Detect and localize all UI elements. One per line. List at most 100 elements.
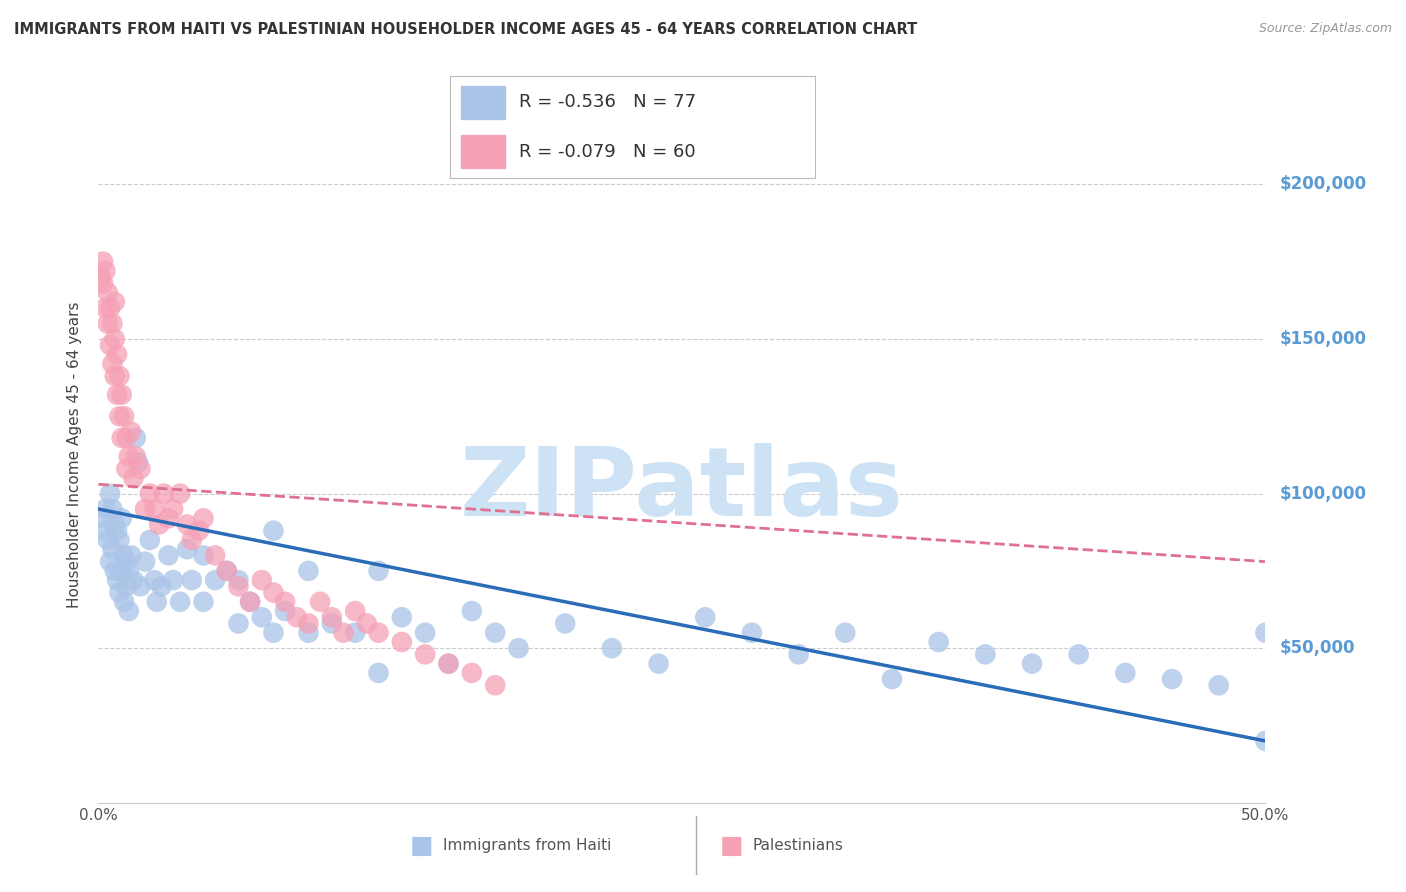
- Point: [508, 641, 530, 656]
- Point: [146, 595, 169, 609]
- Point: [787, 648, 810, 662]
- Point: [1208, 678, 1230, 692]
- Point: [139, 486, 162, 500]
- Point: [600, 641, 623, 656]
- Point: [105, 524, 128, 538]
- Point: [97, 533, 120, 547]
- Point: [120, 549, 142, 563]
- Point: [741, 625, 763, 640]
- Point: [115, 431, 138, 445]
- Point: [101, 502, 124, 516]
- Point: [344, 604, 367, 618]
- Point: [152, 486, 174, 500]
- Point: [143, 502, 166, 516]
- Point: [413, 648, 436, 662]
- Text: ■: ■: [411, 834, 433, 857]
- Point: [129, 462, 152, 476]
- Point: [90, 270, 112, 285]
- Point: [129, 579, 152, 593]
- Point: [332, 625, 354, 640]
- Point: [120, 425, 142, 439]
- Point: [112, 409, 135, 424]
- Point: [118, 450, 141, 464]
- Point: [461, 665, 484, 680]
- Point: [115, 579, 138, 593]
- Point: [1254, 734, 1277, 748]
- Point: [180, 573, 202, 587]
- Point: [94, 524, 117, 538]
- Point: [250, 573, 273, 587]
- Point: [461, 604, 484, 618]
- Bar: [461, 87, 505, 119]
- Point: [215, 564, 238, 578]
- Point: [180, 533, 202, 547]
- Point: [834, 625, 856, 640]
- Point: [321, 610, 343, 624]
- Point: [98, 555, 121, 569]
- Point: [391, 635, 413, 649]
- Point: [98, 301, 121, 315]
- Point: [367, 665, 389, 680]
- Point: [104, 517, 127, 532]
- Point: [367, 625, 389, 640]
- Point: [274, 595, 297, 609]
- Point: [134, 555, 156, 569]
- Point: [101, 542, 124, 557]
- Point: [157, 549, 180, 563]
- Text: $200,000: $200,000: [1279, 176, 1367, 194]
- Point: [297, 625, 319, 640]
- Point: [1067, 648, 1090, 662]
- Point: [554, 616, 576, 631]
- Bar: [461, 136, 505, 168]
- Point: [274, 604, 297, 618]
- Point: [204, 549, 226, 563]
- Point: [150, 579, 173, 593]
- Point: [193, 595, 215, 609]
- Point: [413, 625, 436, 640]
- Point: [125, 450, 148, 464]
- Point: [262, 625, 284, 640]
- Point: [262, 585, 284, 599]
- Point: [297, 564, 319, 578]
- Point: [101, 317, 124, 331]
- Point: [118, 604, 141, 618]
- Point: [344, 625, 367, 640]
- Text: Immigrants from Haiti: Immigrants from Haiti: [443, 838, 612, 853]
- Point: [143, 573, 166, 587]
- Point: [176, 517, 198, 532]
- Text: Palestinians: Palestinians: [752, 838, 844, 853]
- Point: [108, 409, 131, 424]
- Point: [122, 573, 145, 587]
- Point: [228, 573, 250, 587]
- Point: [105, 387, 128, 401]
- Point: [321, 616, 343, 631]
- Point: [250, 610, 273, 624]
- Point: [647, 657, 669, 671]
- Point: [193, 511, 215, 525]
- Point: [112, 549, 135, 563]
- Point: [309, 595, 332, 609]
- Y-axis label: Householder Income Ages 45 - 64 years: Householder Income Ages 45 - 64 years: [67, 301, 83, 608]
- Point: [176, 542, 198, 557]
- Point: [91, 254, 114, 268]
- Point: [239, 595, 262, 609]
- Point: [134, 502, 156, 516]
- Point: [125, 431, 148, 445]
- Point: [391, 610, 413, 624]
- Text: R = -0.536   N = 77: R = -0.536 N = 77: [519, 94, 696, 112]
- Point: [94, 264, 117, 278]
- Point: [1021, 657, 1043, 671]
- Text: Source: ZipAtlas.com: Source: ZipAtlas.com: [1258, 22, 1392, 36]
- Point: [162, 573, 184, 587]
- Point: [111, 511, 134, 525]
- Point: [104, 564, 127, 578]
- Point: [162, 502, 184, 516]
- Point: [97, 285, 120, 300]
- Point: [111, 431, 134, 445]
- Point: [111, 564, 134, 578]
- Point: [104, 332, 127, 346]
- Point: [1114, 665, 1136, 680]
- Text: IMMIGRANTS FROM HAITI VS PALESTINIAN HOUSEHOLDER INCOME AGES 45 - 64 YEARS CORRE: IMMIGRANTS FROM HAITI VS PALESTINIAN HOU…: [14, 22, 917, 37]
- Point: [1161, 672, 1184, 686]
- Point: [115, 555, 138, 569]
